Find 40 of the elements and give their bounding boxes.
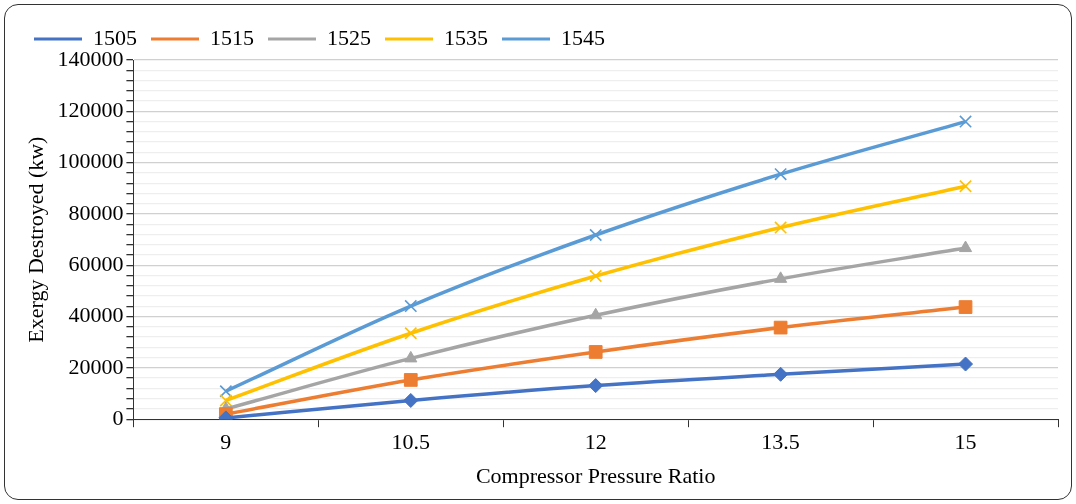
point [403,373,418,387]
point [958,300,973,314]
point [959,179,972,193]
point [589,307,603,320]
point [588,378,604,394]
point [219,384,233,398]
x-tick-label: 10.5 [391,429,431,455]
x-tick-label: 9 [220,429,232,455]
legend-label: 1545 [561,24,605,50]
legend-label: 1535 [444,24,488,50]
y-tick-label: 100000 [57,148,124,174]
y-tick-label: 60000 [68,251,124,277]
point [404,350,418,363]
point [774,221,788,234]
x-tick-label: 13.5 [761,429,800,455]
point [774,271,788,283]
y-tick-label: 40000 [68,302,124,328]
point [403,392,419,408]
x-tick-label: 12 [584,429,607,455]
point [588,345,603,359]
y-tick-label: 0 [112,404,124,430]
point [958,240,973,253]
y-tick-label: 80000 [68,199,124,225]
point [589,269,603,283]
point [958,356,974,372]
point [219,394,233,407]
point [404,326,418,340]
y-tick-label: 120000 [57,97,124,123]
y-tick-label: 20000 [68,353,124,379]
point [774,167,788,181]
legend-label: 1515 [210,24,254,50]
x-tick-label: 15 [954,429,977,455]
legend-label: 1525 [327,24,371,50]
point [404,299,418,313]
x-axis-title: Compressor Pressure Ratio [475,462,716,488]
y-axis-title: Exergy Destroyed (kw) [22,136,48,343]
point [589,228,603,242]
point [773,366,789,382]
point [773,320,788,335]
point [959,115,972,129]
